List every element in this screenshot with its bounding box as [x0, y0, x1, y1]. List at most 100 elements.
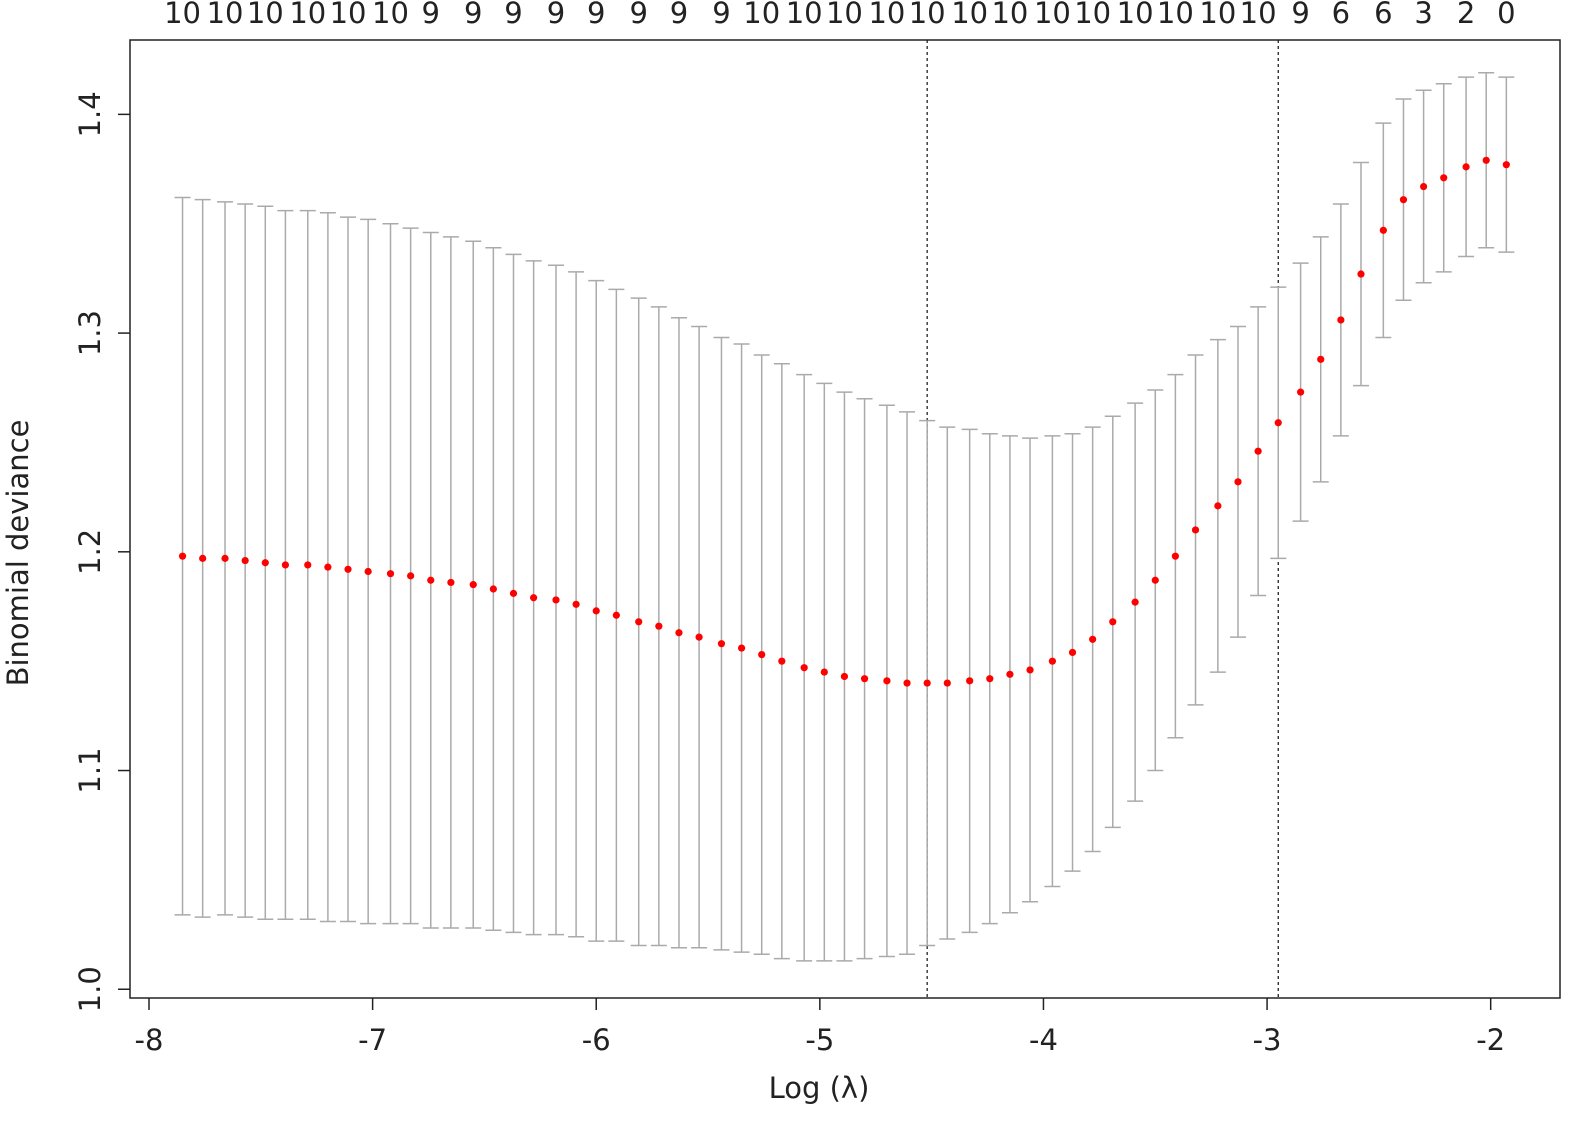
- top-axis-label: 10: [330, 0, 367, 30]
- point: [1482, 156, 1490, 164]
- x-tick-label: -7: [358, 1023, 387, 1057]
- point: [717, 640, 726, 648]
- point: [1151, 576, 1159, 584]
- x-tick-label: -3: [1253, 1023, 1282, 1057]
- point: [344, 565, 352, 573]
- x-tick-label: -6: [582, 1023, 611, 1057]
- point: [178, 552, 187, 560]
- top-axis-label: 10: [743, 0, 780, 30]
- point: [635, 618, 643, 626]
- top-axis-label: 0: [1497, 0, 1515, 30]
- y-tick-label: 1.4: [73, 91, 107, 137]
- top-axis-label: 10: [786, 0, 823, 30]
- top-axis-label: 10: [826, 0, 863, 30]
- top-axis-label: 9: [712, 0, 730, 30]
- point: [1214, 502, 1222, 510]
- point: [1131, 598, 1139, 606]
- top-axis-label: 6: [1332, 0, 1350, 30]
- top-axis-label: 10: [289, 0, 326, 30]
- top-axis-label: 10: [247, 0, 284, 30]
- point: [324, 563, 332, 571]
- top-axis-label: 10: [991, 0, 1028, 30]
- point: [1254, 447, 1262, 455]
- point: [675, 629, 683, 637]
- top-axis-label: 10: [372, 0, 409, 30]
- point: [903, 679, 911, 687]
- top-axis-label: 10: [951, 0, 988, 30]
- top-axis-label: 9: [547, 0, 565, 30]
- point: [1419, 182, 1428, 191]
- y-tick-label: 1.1: [73, 747, 107, 793]
- point: [1048, 657, 1057, 665]
- x-tick-label: -2: [1476, 1023, 1505, 1057]
- point: [1399, 196, 1408, 204]
- top-axis-label: 9: [670, 0, 688, 30]
- point: [241, 556, 249, 565]
- point: [572, 600, 580, 608]
- top-axis-label: 10: [164, 0, 201, 30]
- point: [407, 572, 415, 580]
- point: [1274, 419, 1282, 427]
- point: [1317, 355, 1325, 363]
- point: [923, 679, 931, 687]
- top-axis-label: 6: [1374, 0, 1392, 30]
- point: [1068, 648, 1077, 657]
- point: [1234, 478, 1242, 486]
- y-tick-label: 1.2: [73, 529, 107, 575]
- point: [386, 570, 395, 578]
- point: [221, 554, 229, 562]
- x-tick-label: -4: [1029, 1023, 1058, 1057]
- top-axis-label: 10: [909, 0, 946, 30]
- x-tick-label: -5: [805, 1023, 834, 1057]
- top-axis-label: 3: [1414, 0, 1432, 30]
- y-tick-label: 1.0: [73, 966, 107, 1012]
- plot-box: [129, 39, 1561, 999]
- top-axis-label: 9: [464, 0, 482, 30]
- point: [883, 677, 891, 685]
- point: [860, 675, 869, 683]
- point: [820, 668, 828, 676]
- top-axis-label: 9: [422, 0, 440, 30]
- top-axis-label: 2: [1457, 0, 1475, 30]
- top-axis-label: 9: [587, 0, 605, 30]
- point: [840, 672, 849, 681]
- top-axis-label: 10: [1034, 0, 1071, 30]
- top-axis-label: 10: [1240, 0, 1277, 30]
- point: [778, 657, 786, 665]
- point: [199, 554, 207, 562]
- x-axis-label: Log (λ): [769, 1071, 870, 1105]
- point: [986, 675, 994, 683]
- point: [1171, 552, 1179, 560]
- point: [1089, 635, 1097, 643]
- point: [552, 596, 560, 604]
- point: [1297, 388, 1305, 396]
- point: [1006, 670, 1014, 678]
- point: [509, 589, 518, 597]
- point: [304, 561, 312, 569]
- point: [447, 578, 455, 587]
- top-axis-label: 10: [868, 0, 905, 30]
- point: [1026, 666, 1034, 674]
- top-axis-label: 10: [1074, 0, 1111, 30]
- point: [943, 679, 951, 687]
- point: [261, 559, 269, 567]
- point: [1357, 270, 1365, 278]
- point: [1337, 316, 1345, 324]
- top-axis-label: 9: [1291, 0, 1309, 30]
- point: [695, 633, 703, 641]
- point: [1502, 161, 1510, 169]
- point: [1109, 618, 1117, 626]
- top-axis-label: 9: [504, 0, 522, 30]
- point: [489, 585, 497, 593]
- y-axis-label: Binomial deviance: [1, 420, 35, 687]
- point: [1440, 174, 1448, 182]
- top-axis-label: 10: [1199, 0, 1236, 30]
- top-axis-label: 10: [1157, 0, 1194, 30]
- point: [612, 611, 620, 619]
- point: [800, 664, 808, 672]
- point: [1462, 163, 1470, 171]
- point: [364, 567, 372, 576]
- point: [469, 581, 477, 589]
- point: [1191, 526, 1200, 534]
